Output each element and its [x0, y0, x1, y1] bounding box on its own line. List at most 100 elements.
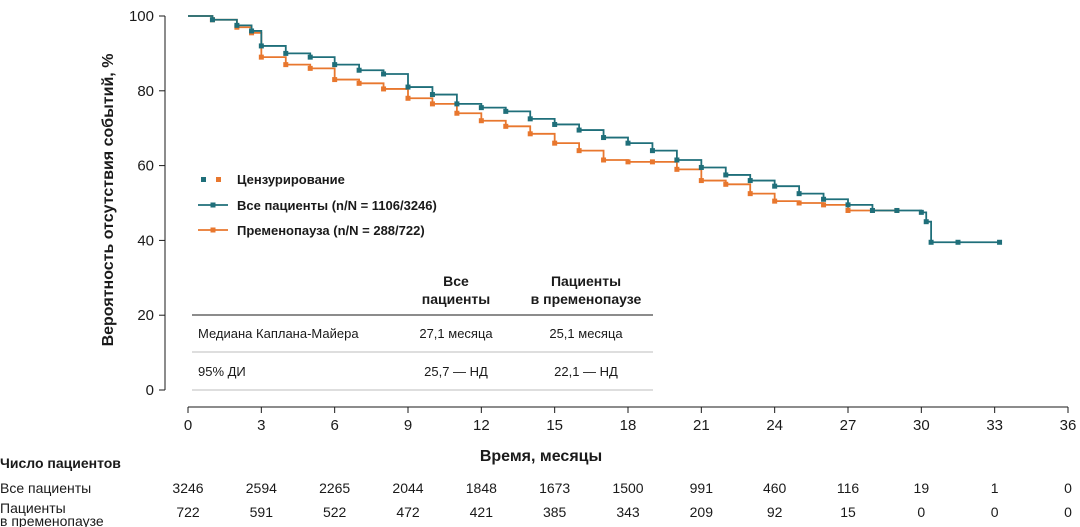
censor-mark-premenopause	[698, 178, 704, 184]
censor-mark-all	[503, 108, 509, 114]
table-header-all-line2: пациенты	[422, 291, 491, 307]
median-table: Все пациенты Пациенты в пременопаузе Медиана…	[192, 273, 653, 391]
table-cell-all: 27,1 месяца	[419, 326, 493, 341]
table-header-pre-line1: Пациенты	[551, 273, 621, 289]
risk-value-pre: 421	[470, 504, 494, 520]
censor-mark-premenopause	[576, 148, 582, 154]
risk-value-all: 3246	[172, 480, 203, 496]
censor-mark-all	[894, 207, 900, 213]
x-tick-label: 18	[620, 417, 637, 434]
table-row-label: 95% ДИ	[198, 364, 246, 379]
x-tick-label: 24	[766, 417, 783, 434]
legend-all-patients: Все пациенты (n/N = 1106/3246)	[237, 198, 437, 213]
censor-mark-all	[674, 157, 680, 163]
risk-value-pre: 92	[767, 504, 783, 520]
risk-value-pre: 0	[1064, 504, 1072, 520]
censor-mark-premenopause	[503, 123, 509, 129]
censor-mark-premenopause	[601, 157, 607, 163]
x-tick-label: 21	[693, 417, 710, 434]
risk-value-all: 0	[1064, 480, 1072, 496]
censor-mark-premenopause	[381, 86, 387, 92]
censor-mark-premenopause	[649, 159, 655, 165]
x-axis-title: Время, месяцы	[480, 448, 602, 465]
censor-mark-premenopause	[845, 207, 851, 213]
x-tick-label: 3	[257, 417, 265, 434]
x-tick-label: 33	[986, 417, 1003, 434]
censor-mark-all	[821, 196, 827, 202]
censor-mark-all	[723, 172, 729, 178]
risk-value-pre: 209	[690, 504, 714, 520]
y-tick-label: 20	[137, 307, 154, 324]
risk-value-pre: 385	[543, 504, 567, 520]
censor-mark-premenopause	[821, 202, 827, 208]
censor-mark-premenopause	[307, 65, 313, 71]
censor-mark-all	[845, 202, 851, 208]
risk-value-all: 460	[763, 480, 787, 496]
censor-mark-all	[747, 178, 753, 184]
risk-value-pre: 472	[396, 504, 420, 520]
risk-value-pre: 0	[991, 504, 999, 520]
y-tick-label: 40	[137, 232, 154, 249]
risk-value-all: 991	[690, 480, 714, 496]
legend-censoring-label: Цензурирование	[237, 172, 345, 187]
risk-value-pre: 343	[616, 504, 640, 520]
censor-mark-all	[234, 22, 240, 28]
risk-row-label-all: Все пациенты	[0, 480, 91, 496]
censor-mark-all	[928, 239, 934, 245]
censor-mark-premenopause	[356, 80, 362, 86]
censor-mark-premenopause	[454, 110, 460, 116]
censor-mark-all	[454, 101, 460, 107]
legend-premenopause: Пременопауза (n/N = 288/722)	[237, 223, 425, 238]
legend: Цензурирование Все пациенты (n/N = 1106/3…	[198, 172, 437, 238]
censor-mark-all	[478, 105, 484, 111]
risk-value-pre: 722	[176, 504, 200, 520]
table-header-pre-line2: в пременопаузе	[531, 291, 642, 307]
censor-mark-all	[955, 239, 961, 245]
risk-row-label-pre-line2: в пременопаузе	[0, 513, 104, 527]
risk-value-pre: 0	[917, 504, 925, 520]
censor-mark-all	[796, 191, 802, 197]
legend-censor-teal	[201, 177, 206, 182]
x-tick-label: 12	[473, 417, 490, 434]
censor-mark-premenopause	[405, 95, 411, 101]
censor-mark-all	[772, 183, 778, 189]
y-tick-label: 100	[129, 8, 154, 25]
table-cell-all: 25,7 — НД	[424, 364, 488, 379]
risk-value-all: 19	[914, 480, 930, 496]
table-cell-pre: 22,1 — НД	[554, 364, 618, 379]
legend-censor-orange	[216, 177, 221, 182]
censor-mark-premenopause	[625, 159, 631, 165]
censor-mark-all	[997, 239, 1003, 245]
x-tick-label: 6	[330, 417, 338, 434]
x-tick-label: 27	[840, 417, 857, 434]
censor-mark-all	[405, 84, 411, 90]
y-tick-label: 60	[137, 158, 154, 175]
risk-table-title: Число пациентов	[0, 455, 121, 471]
x-tick-label: 36	[1060, 417, 1077, 434]
censor-mark-all	[649, 148, 655, 154]
censor-mark-all	[601, 135, 607, 141]
risk-row-label-pre-line1: Пациенты	[0, 500, 66, 516]
censor-mark-all	[381, 71, 387, 77]
censor-mark-all	[527, 116, 533, 122]
censor-mark-all	[576, 127, 582, 133]
censor-mark-all	[249, 28, 255, 34]
risk-value-all: 1	[991, 480, 999, 496]
y-axis-title: Вероятность отсутствия событий, %	[100, 54, 117, 347]
censor-mark-premenopause	[772, 198, 778, 204]
censor-mark-premenopause	[332, 77, 338, 83]
table-header-all-line1: Все	[443, 273, 469, 289]
risk-value-all: 2265	[319, 480, 350, 496]
censor-mark-all	[307, 54, 313, 60]
censor-mark-all	[209, 17, 215, 23]
risk-value-all: 1848	[466, 480, 497, 496]
censor-mark-premenopause	[552, 140, 558, 146]
plot-area	[188, 15, 1003, 245]
censor-mark-all	[332, 62, 338, 68]
risk-value-all: 1673	[539, 480, 570, 496]
x-tick-label: 15	[546, 417, 563, 434]
censor-mark-all	[869, 207, 875, 213]
